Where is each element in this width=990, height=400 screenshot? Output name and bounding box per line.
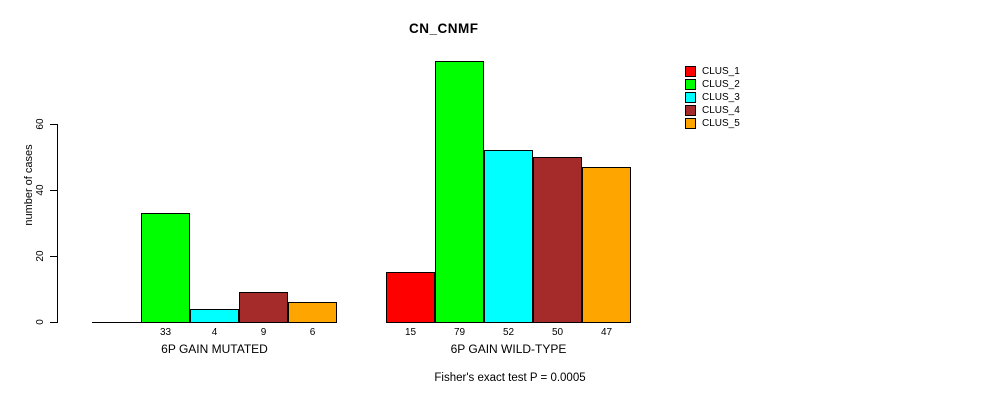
y-tick-label: 20 [34,250,46,262]
bar-value-label: 33 [159,327,172,338]
legend-label: CLUS_1 [702,66,740,77]
y-tick [50,256,57,257]
bar-value-label: 9 [260,327,267,338]
bar-value-label: 50 [551,327,564,338]
bar-clus_4 [239,292,288,323]
legend-label: CLUS_3 [702,92,740,103]
group-label: 6P GAIN WILD-TYPE [450,342,567,356]
bar-value-label: 79 [453,327,466,338]
footer-annotation: Fisher's exact test P = 0.0005 [434,372,586,384]
bar-clus_3 [190,309,239,323]
legend-swatch-clus_4 [685,105,696,116]
legend-swatch-clus_5 [685,118,696,129]
y-tick-label: 60 [34,118,46,130]
bar-value-label: 6 [309,327,316,338]
bar-value-label: 15 [404,327,417,338]
bar-clus_1-zero [92,322,141,323]
bar-clus_4 [533,157,582,323]
bar-clus_5 [288,302,337,323]
bar-clus_3 [484,150,533,323]
y-axis-line [57,124,58,323]
bar-clus_1 [386,272,435,323]
y-tick [50,190,57,191]
bar-value-label: 47 [600,327,613,338]
legend-label: CLUS_5 [702,118,740,129]
legend-label: CLUS_2 [702,79,740,90]
y-tick [50,322,57,323]
bar-clus_2 [141,213,190,323]
y-tick-label: 0 [34,319,46,325]
bar-value-label: 4 [211,327,218,338]
chart-title: CN_CNMF [409,21,479,36]
bar-clus_2 [435,61,484,323]
y-tick [50,124,57,125]
legend-swatch-clus_3 [685,92,696,103]
bar-clus_5 [582,167,631,323]
group-label: 6P GAIN MUTATED [161,342,268,356]
bar-value-label: 52 [502,327,515,338]
legend-swatch-clus_2 [685,79,696,90]
y-tick-label: 40 [34,184,46,196]
legend-label: CLUS_4 [702,105,740,116]
legend-swatch-clus_1 [685,66,696,77]
